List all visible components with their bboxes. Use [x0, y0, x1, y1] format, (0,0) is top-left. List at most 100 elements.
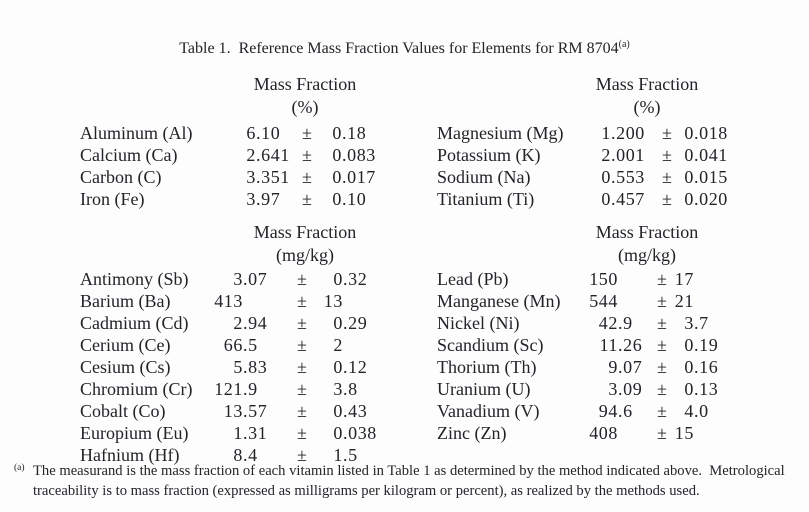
element-name: Thorium (Th): [437, 357, 537, 377]
value-fraction-part: .97: [256, 189, 281, 209]
column-header-percent-left: Mass Fraction (%): [205, 73, 405, 119]
uncertainty-fraction-part: .18: [342, 123, 367, 143]
element-name: Hafnium (Hf): [80, 445, 180, 465]
plus-minus-symbol: ±: [297, 445, 307, 465]
plus-minus-symbol: ±: [297, 357, 307, 377]
mass-fraction-label: Mass Fraction: [595, 74, 699, 94]
uncertainty-integer-part: 3: [684, 313, 694, 333]
value-fraction-part: .31: [243, 423, 268, 443]
uncertainty-integer-part: 0: [333, 269, 343, 289]
unit-label: (mg/kg): [276, 245, 334, 265]
value-integer-part: 94: [598, 401, 618, 421]
uncertainty-integer-part: 0: [332, 145, 342, 165]
plus-minus-symbol: ±: [297, 269, 307, 289]
plus-minus-symbol: ±: [297, 291, 307, 311]
uncertainty-integer-part: 13: [323, 291, 343, 311]
value-integer-part: 1: [601, 123, 611, 143]
plus-minus-symbol: ±: [657, 291, 667, 311]
value-integer-part: 9: [608, 357, 618, 377]
plus-minus-symbol: ±: [297, 401, 307, 421]
column-header-mgkg-right: Mass Fraction (mg/kg): [547, 221, 747, 267]
uncertainty-integer-part: 17: [674, 269, 694, 289]
value-integer-part: 6: [246, 123, 256, 143]
uncertainty-fraction-part: .015: [694, 167, 728, 187]
element-name: Barium (Ba): [80, 291, 171, 311]
value-integer-part: 408: [589, 423, 618, 443]
value-fraction-part: .57: [243, 401, 268, 421]
element-name: Vanadium (V): [437, 401, 540, 421]
value-fraction-part: [618, 290, 655, 312]
plus-minus-symbol: ±: [302, 123, 312, 143]
plus-minus-symbol: ±: [662, 123, 672, 143]
value-integer-part: 13: [223, 401, 243, 421]
value-fraction-part: [618, 268, 655, 290]
element-name: Cobalt (Co): [80, 401, 166, 421]
uncertainty-fraction-part: [343, 290, 393, 312]
uncertainty-integer-part: 3: [333, 379, 343, 399]
uncertainty-fraction-part: .29: [343, 313, 368, 333]
value-integer-part: 66: [223, 335, 243, 355]
value-integer-part: 0: [601, 189, 611, 209]
plus-minus-symbol: ±: [302, 189, 312, 209]
value-integer-part: 42: [598, 313, 618, 333]
element-name: Iron (Fe): [80, 189, 145, 209]
value-integer-part: 2: [601, 145, 611, 165]
title-footnote-marker: (a): [618, 39, 630, 50]
value-fraction-part: .83: [243, 357, 268, 377]
uncertainty-fraction-part: .038: [343, 423, 377, 443]
value-integer-part: 3: [246, 167, 256, 187]
uncertainty-integer-part: 0: [333, 357, 343, 377]
element-name: Calcium (Ca): [80, 145, 178, 165]
uncertainty-integer-part: 2: [333, 335, 343, 355]
uncertainty-integer-part: 0: [332, 189, 342, 209]
value-fraction-part: .001: [611, 145, 645, 165]
uncertainty-integer-part: 0: [684, 189, 694, 209]
plus-minus-symbol: ±: [657, 269, 667, 289]
value-integer-part: 413: [214, 291, 243, 311]
value-fraction-part: .4: [243, 445, 258, 465]
value-integer-part: 3: [608, 379, 618, 399]
value-fraction-part: .200: [611, 123, 645, 143]
plus-minus-symbol: ±: [657, 313, 667, 333]
element-name: Scandium (Sc): [437, 335, 544, 355]
value-fraction-part: .351: [256, 167, 290, 187]
element-name: Uranium (U): [437, 379, 531, 399]
value-fraction-part: .641: [256, 145, 290, 165]
element-name: Chromium (Cr): [80, 379, 193, 399]
table-mgkg-right: Lead (Pb) 150 ± 17 Manganese (Mn) 544 ± …: [437, 268, 740, 444]
uncertainty-fraction-part: .43: [343, 401, 368, 421]
footnote-marker: (a): [14, 463, 25, 473]
footnote-line-2: traceability is to mass fraction (expres…: [33, 482, 700, 499]
uncertainty-fraction-part: .16: [694, 357, 719, 377]
value-fraction-part: .07: [243, 269, 268, 289]
value-fraction-part: .9: [618, 313, 633, 333]
uncertainty-fraction-part: .8: [343, 379, 358, 399]
uncertainty-integer-part: 21: [674, 291, 694, 311]
value-integer-part: 544: [589, 291, 618, 311]
mass-fraction-label: Mass Fraction: [595, 222, 699, 242]
value-fraction-part: .94: [243, 313, 268, 333]
uncertainty-fraction-part: .020: [694, 189, 728, 209]
value-fraction-part: .26: [618, 335, 643, 355]
uncertainty-fraction-part: .017: [342, 167, 376, 187]
column-header-mgkg-left: Mass Fraction (mg/kg): [205, 221, 405, 267]
footnote: (a) The measurand is the mass fraction o…: [14, 462, 800, 501]
plus-minus-symbol: ±: [657, 379, 667, 399]
uncertainty-fraction-part: .7: [694, 313, 709, 333]
uncertainty-fraction-part: .19: [694, 335, 719, 355]
value-fraction-part: .553: [611, 167, 645, 187]
uncertainty-integer-part: 0: [333, 423, 343, 443]
value-integer-part: 5: [233, 357, 243, 377]
uncertainty-integer-part: 0: [684, 379, 694, 399]
element-name: Sodium (Na): [437, 167, 531, 187]
uncertainty-fraction-part: .0: [694, 401, 709, 421]
plus-minus-symbol: ±: [657, 335, 667, 355]
plus-minus-symbol: ±: [657, 423, 667, 443]
footnote-line-1: The measurand is the mass fraction of ea…: [33, 463, 785, 479]
value-integer-part: 0: [601, 167, 611, 187]
element-name: Aluminum (Al): [80, 123, 193, 143]
plus-minus-symbol: ±: [297, 335, 307, 355]
plus-minus-symbol: ±: [302, 145, 312, 165]
unit-label: (%): [291, 97, 319, 117]
